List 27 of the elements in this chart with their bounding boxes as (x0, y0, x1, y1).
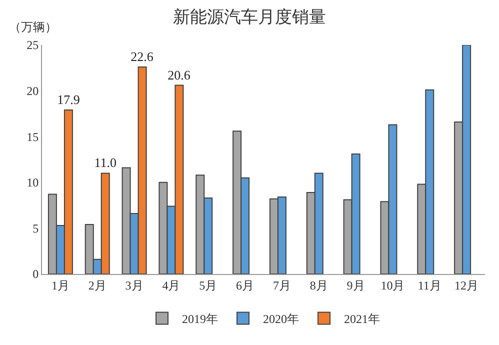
x-tick-label: 2月 (88, 278, 106, 292)
y-axis-title: （万辆） (9, 20, 57, 34)
data-label: 22.6 (130, 48, 154, 64)
legend-label: 2019年 (182, 312, 218, 326)
legend-label: 2020年 (263, 312, 299, 326)
x-tick-label: 7月 (272, 278, 291, 292)
x-tick-label: 10月 (380, 278, 405, 292)
x-tick-label: 8月 (310, 278, 328, 292)
x-tick-label: 5月 (199, 278, 218, 292)
data-label: 20.6 (168, 67, 191, 82)
x-tick-label: 1月 (51, 278, 70, 292)
chart-title: 新能源汽车月度销量 (173, 7, 326, 26)
y-tick-label: 25 (26, 38, 39, 52)
legend-label: 2021年 (344, 312, 380, 326)
x-tick-label: 11月 (418, 278, 442, 292)
y-tick-label: 20 (26, 84, 39, 98)
x-tick-label: 9月 (346, 278, 365, 292)
y-tick-label: 5 (32, 221, 39, 236)
y-tick-label: 10 (26, 176, 39, 190)
x-tick-label: 6月 (236, 278, 254, 292)
y-tick-label: 15 (26, 130, 39, 144)
y-tick-label: 0 (32, 267, 39, 282)
data-label: 17.9 (57, 92, 80, 108)
x-tick-label: 12月 (454, 278, 479, 292)
x-tick-label: 3月 (125, 278, 144, 292)
data-label: 11.0 (94, 155, 117, 170)
x-tick-label: 4月 (162, 278, 180, 292)
